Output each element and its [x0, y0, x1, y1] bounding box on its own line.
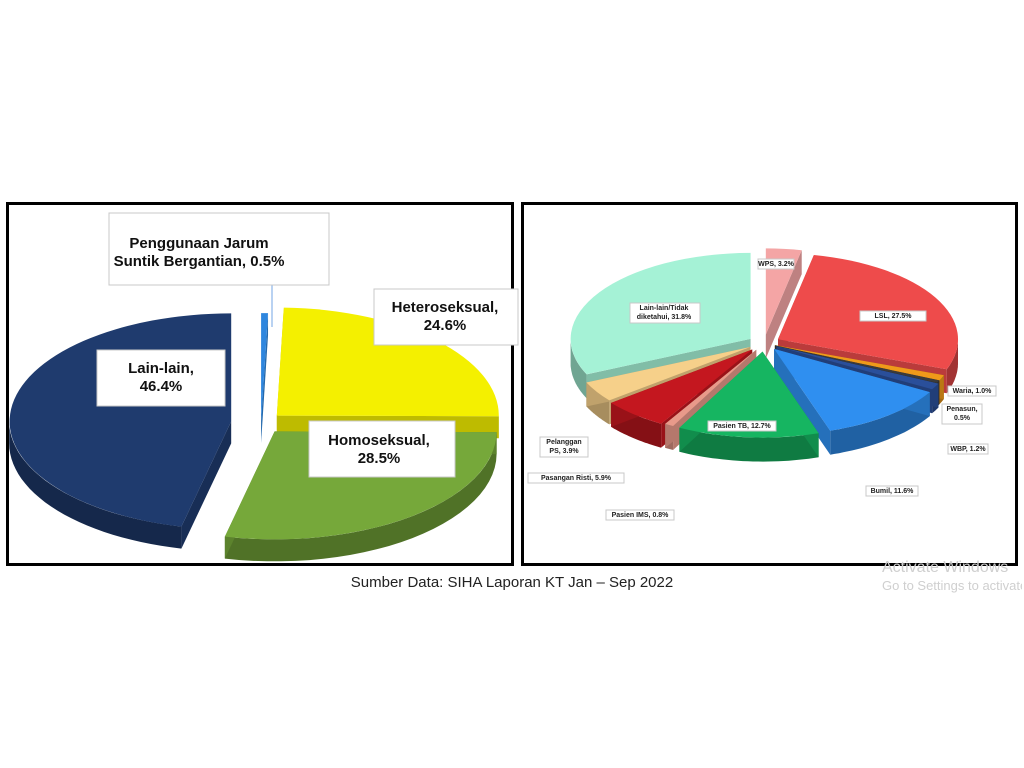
data-label-bumil-11-6: Bumil, 11.6% [865, 485, 919, 497]
slice-penasun-0-5 [774, 345, 940, 383]
data-label-wbp-1-2: WBP, 1.2% [947, 443, 989, 455]
slice-penggunaan-jarum-suntik-bergantian-0-5 [261, 313, 268, 422]
slice-pasien-ims-0-8 [665, 349, 757, 426]
data-label-text: Heteroseksual, 24.6% [392, 299, 499, 334]
right-chart-panel: WPS, 3.2% LSL, 27.5% Waria, 1.0% Penasun, 0.… [521, 202, 1018, 566]
slice-bumil-11-6 [774, 348, 930, 431]
data-label-wps-3-2: WPS, 3.2% [757, 258, 795, 270]
data-label-text: Waria, 1.0% [953, 388, 992, 395]
data-label-text: WBP, 1.2% [950, 446, 986, 453]
data-label-penasun-0-5: Penasun, 0.5% [941, 403, 983, 425]
data-label-lain-lain-46-4: Lain-lain, 46.4% [96, 349, 226, 407]
watermark-line-2: Go to Settings to activate Windows. [882, 578, 1022, 593]
data-label-text: Bumil, 11.6% [871, 488, 915, 495]
data-label-pasangan-risti-5-9: Pasangan Risti, 5.9% [527, 472, 625, 484]
data-label-homoseksual-28-5: Homoseksual, 28.5% [308, 420, 456, 478]
activation-watermark: Activate Windows Go to Settings to activ… [882, 558, 1022, 594]
data-label-text: Pasangan Risti, 5.9% [541, 475, 612, 482]
slice-wbp-1-2 [776, 346, 939, 390]
pie-chart-transmission: Penggunaan Jarum Suntik Bergantian, 0.5% H… [9, 212, 519, 562]
data-label-text: Lain-lain, 46.4% [128, 360, 194, 395]
data-label-text: Lain-lain/Tidak diketahui, 31.8% [637, 305, 692, 321]
slice-pelanggan-ps-3-9 [586, 347, 751, 401]
data-label-text: Penggunaan Jarum Suntik Bergantian, 0.5% [114, 235, 285, 270]
data-label-lain-lain-tidak-diketahui-31-8: Lain-lain/Tidak diketahui, 31.8% [629, 302, 701, 324]
slice-side-penggunaan-jarum-suntik-bergantian-0-5 [261, 313, 269, 444]
data-label-pasien-ims-0-8: Pasien IMS, 0.8% [605, 509, 675, 521]
data-label-text: Penasun, 0.5% [946, 406, 977, 422]
data-label-text: Pasien IMS, 0.8% [612, 512, 670, 519]
watermark-line-1: Activate Windows [882, 559, 1009, 576]
data-label-text: Pasien TB, 12.7% [713, 423, 771, 430]
data-label-pelanggan-ps-3-9: Pelanggan PS, 3.9% [539, 436, 589, 458]
data-label-text: Homoseksual, 28.5% [328, 432, 430, 467]
pie-chart-population: WPS, 3.2% LSL, 27.5% Waria, 1.0% Penasun, 0.… [527, 248, 997, 521]
data-label-heteroseksual-24-6: Heteroseksual, 24.6% [373, 288, 519, 346]
data-label-text: LSL, 27.5% [875, 313, 913, 320]
slice-wps-3-2 [765, 248, 802, 335]
data-label-waria-1-0: Waria, 1.0% [947, 385, 997, 397]
slice-pasien-tb-12-7 [679, 351, 819, 438]
data-label-lsl-27-5: LSL, 27.5% [859, 310, 927, 322]
data-label-pasien-tb-12-7: Pasien TB, 12.7% [707, 420, 777, 432]
data-label-text: WPS, 3.2% [758, 261, 795, 268]
slice-waria-1-0 [775, 345, 944, 381]
source-caption: Sumber Data: SIHA Laporan KT Jan – Sep 2… [350, 574, 674, 591]
data-label-text: Pelanggan PS, 3.9% [546, 439, 581, 455]
slice-pasangan-risti-5-9 [611, 349, 753, 424]
slice-heteroseksual-24-6 [276, 307, 499, 417]
data-label-penggunaan-jarum-suntik-bergantian-0-5: Penggunaan Jarum Suntik Bergantian, 0.5% [108, 212, 330, 327]
slice-side-wps-3-2 [765, 250, 802, 359]
slice-side-lain-lain-46-4 [9, 421, 232, 549]
left-chart-panel: Penggunaan Jarum Suntik Bergantian, 0.5% H… [6, 202, 519, 566]
